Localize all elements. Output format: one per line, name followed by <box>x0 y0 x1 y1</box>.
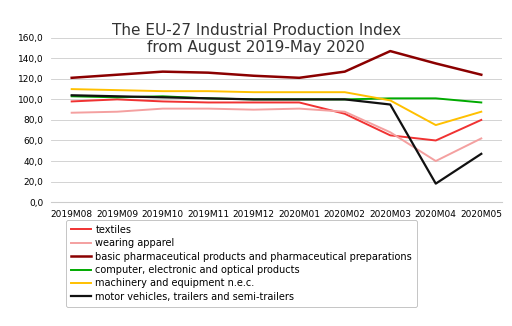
motor vehicles, trailers and semi-trailers <box>296 97 302 101</box>
basic pharmaceutical products and pharmaceutical preparations <box>342 70 348 74</box>
basic pharmaceutical products and pharmaceutical preparations <box>114 73 120 77</box>
motor vehicles, trailers and semi-trailers <box>387 103 393 107</box>
machinery and equipment n.e.c. <box>160 89 166 93</box>
basic pharmaceutical products and pharmaceutical preparations <box>160 70 166 74</box>
textiles <box>387 133 393 137</box>
textiles <box>114 97 120 101</box>
motor vehicles, trailers and semi-trailers <box>114 94 120 98</box>
basic pharmaceutical products and pharmaceutical preparations <box>296 76 302 80</box>
computer, electronic and optical products <box>114 96 120 99</box>
machinery and equipment n.e.c. <box>387 98 393 102</box>
basic pharmaceutical products and pharmaceutical preparations <box>69 76 75 80</box>
textiles <box>160 99 166 103</box>
Line: basic pharmaceutical products and pharmaceutical preparations: basic pharmaceutical products and pharma… <box>72 51 481 78</box>
motor vehicles, trailers and semi-trailers <box>478 152 484 156</box>
wearing apparel <box>160 107 166 111</box>
computer, electronic and optical products <box>387 96 393 100</box>
computer, electronic and optical products <box>69 94 75 98</box>
motor vehicles, trailers and semi-trailers <box>433 182 439 185</box>
Line: motor vehicles, trailers and semi-trailers: motor vehicles, trailers and semi-traile… <box>72 95 481 184</box>
wearing apparel <box>205 107 211 111</box>
computer, electronic and optical products <box>160 94 166 98</box>
motor vehicles, trailers and semi-trailers <box>160 96 166 99</box>
computer, electronic and optical products <box>433 96 439 100</box>
motor vehicles, trailers and semi-trailers <box>342 97 348 101</box>
computer, electronic and optical products <box>296 97 302 101</box>
basic pharmaceutical products and pharmaceutical preparations <box>478 73 484 77</box>
machinery and equipment n.e.c. <box>296 90 302 94</box>
wearing apparel <box>296 107 302 111</box>
machinery and equipment n.e.c. <box>433 123 439 127</box>
motor vehicles, trailers and semi-trailers <box>69 93 75 97</box>
machinery and equipment n.e.c. <box>342 90 348 94</box>
computer, electronic and optical products <box>251 97 257 101</box>
wearing apparel <box>342 110 348 114</box>
wearing apparel <box>114 110 120 114</box>
wearing apparel <box>478 137 484 141</box>
machinery and equipment n.e.c. <box>69 87 75 91</box>
wearing apparel <box>387 130 393 134</box>
textiles <box>342 112 348 116</box>
Text: The EU-27 Industrial Production Index
from August 2019-May 2020: The EU-27 Industrial Production Index fr… <box>112 23 400 55</box>
machinery and equipment n.e.c. <box>114 88 120 92</box>
textiles <box>296 100 302 104</box>
wearing apparel <box>251 108 257 111</box>
computer, electronic and optical products <box>342 97 348 101</box>
textiles <box>205 100 211 104</box>
computer, electronic and optical products <box>205 96 211 100</box>
textiles <box>251 100 257 104</box>
Legend: textiles, wearing apparel, basic pharmaceutical products and pharmaceutical prep: textiles, wearing apparel, basic pharmac… <box>66 220 417 307</box>
motor vehicles, trailers and semi-trailers <box>251 97 257 101</box>
basic pharmaceutical products and pharmaceutical preparations <box>433 62 439 66</box>
textiles <box>69 99 75 103</box>
basic pharmaceutical products and pharmaceutical preparations <box>387 49 393 53</box>
Line: wearing apparel: wearing apparel <box>72 109 481 161</box>
basic pharmaceutical products and pharmaceutical preparations <box>251 74 257 78</box>
machinery and equipment n.e.c. <box>251 90 257 94</box>
basic pharmaceutical products and pharmaceutical preparations <box>205 71 211 75</box>
computer, electronic and optical products <box>478 100 484 104</box>
wearing apparel <box>69 111 75 115</box>
wearing apparel <box>433 159 439 163</box>
textiles <box>478 118 484 122</box>
textiles <box>433 139 439 142</box>
Line: textiles: textiles <box>72 99 481 141</box>
Line: computer, electronic and optical products: computer, electronic and optical product… <box>72 96 481 102</box>
motor vehicles, trailers and semi-trailers <box>205 96 211 100</box>
machinery and equipment n.e.c. <box>205 89 211 93</box>
machinery and equipment n.e.c. <box>478 110 484 114</box>
Line: machinery and equipment n.e.c.: machinery and equipment n.e.c. <box>72 89 481 125</box>
